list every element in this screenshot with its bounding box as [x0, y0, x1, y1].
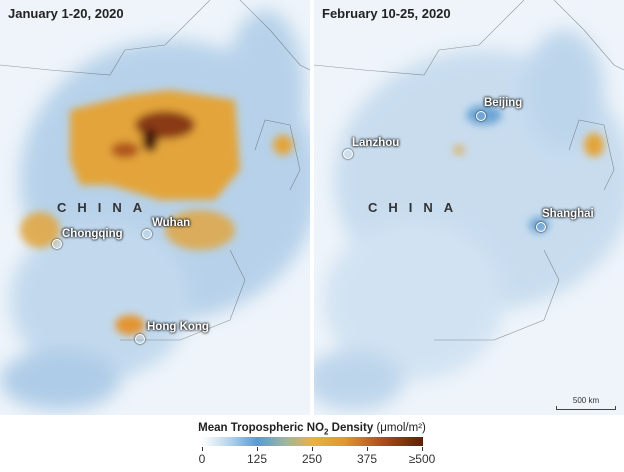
legend-tick-label: 125: [246, 452, 268, 466]
country-label: CHINA: [368, 200, 465, 215]
city-label-chongqing: Chongqing: [62, 228, 123, 240]
panel-title: February 10-25, 2020: [322, 6, 451, 21]
no2-map-january: [0, 0, 310, 410]
legend-tick-label: 250: [301, 452, 323, 466]
legend-tick: [367, 447, 368, 451]
legend-tick-label: ≥500: [408, 452, 436, 466]
city-marker-icon: [476, 111, 486, 121]
legend-title-subscript: 2: [324, 427, 329, 437]
legend-tick: [312, 447, 313, 451]
city-marker-icon: [343, 149, 353, 159]
city-label-beijing: Beijing: [484, 97, 523, 109]
scale-bar-line: [556, 406, 616, 410]
no2-map-february: [314, 0, 624, 410]
city-marker-icon: [142, 229, 152, 239]
scale-bar-label: 500 km: [572, 396, 600, 405]
legend-unit: (μmol/m²): [376, 422, 426, 434]
legend-title-text: Mean Tropospheric NO: [198, 422, 325, 434]
legend-tick: [257, 447, 258, 451]
city-label-shanghai: Shanghai: [542, 208, 594, 220]
city-marker-icon: [536, 222, 546, 232]
city-marker-icon: [135, 334, 145, 344]
legend-tick: [422, 447, 423, 451]
legend-tick-label: 0: [198, 452, 206, 466]
legend-title-rest: Density: [328, 422, 374, 434]
country-label: CHINA: [57, 200, 154, 215]
legend-tick: [202, 447, 203, 451]
panel-title: January 1-20, 2020: [8, 6, 124, 21]
city-label-lanzhou: Lanzhou: [352, 137, 400, 149]
scale-bar: 500 km: [556, 396, 616, 410]
map-panel-february: February 10-25, 2020 CHINA Beijing Lanzh…: [314, 0, 624, 415]
city-marker-icon: [52, 239, 62, 249]
legend-tick-label: 375: [356, 452, 378, 466]
city-label-wuhan: Wuhan: [152, 217, 191, 229]
color-scale-bar: [202, 437, 423, 446]
city-label-hong-kong: Hong Kong: [147, 321, 209, 333]
legend-title: Mean Tropospheric NO2 Density (μmol/m²): [0, 422, 624, 436]
map-panel-january: January 1-20, 2020 CHINA Chongqing Wuhan…: [0, 0, 310, 415]
